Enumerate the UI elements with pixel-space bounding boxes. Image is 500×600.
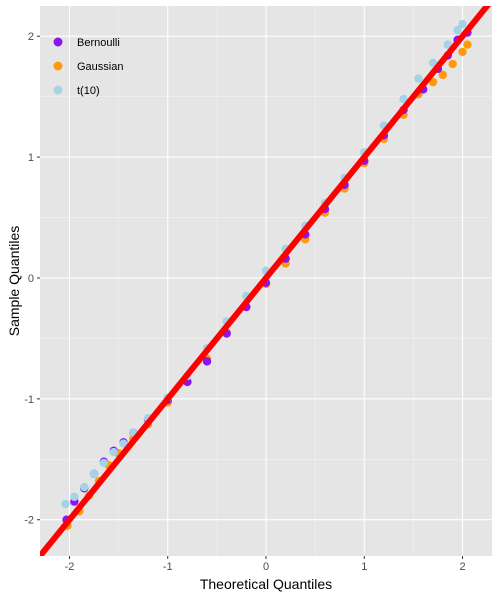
reference-line-layer [40, 6, 491, 556]
data-point [80, 482, 89, 492]
x-tick-label: -2 [65, 561, 75, 573]
data-point [463, 40, 472, 49]
legend-swatch [53, 37, 63, 47]
data-point [458, 19, 467, 29]
x-tick-label: 0 [263, 561, 269, 573]
data-point [414, 74, 423, 83]
reference-line [40, 6, 491, 556]
legend-item: Gaussian [53, 61, 123, 73]
data-point [453, 25, 462, 35]
data-point [428, 77, 438, 87]
y-tick-label: 1 [28, 152, 34, 164]
data-point [443, 40, 452, 49]
y-tick-label: -2 [24, 515, 34, 527]
data-point [99, 458, 109, 468]
data-point [61, 499, 70, 509]
legend-item: Bernoulli [53, 37, 120, 49]
data-point [438, 70, 448, 80]
legend-label: Gaussian [77, 61, 123, 73]
legend-label: t(10) [77, 85, 100, 97]
data-point [399, 94, 408, 104]
y-tick-label: 2 [28, 31, 34, 43]
legend-swatch [53, 85, 63, 95]
tick-labels: -2 -1 0 1 2 -2 -1 0 1 2 [24, 31, 465, 573]
data-point [89, 469, 99, 479]
x-tick-label: -1 [163, 561, 173, 573]
legend-swatch [53, 61, 63, 71]
axis-ticks [37, 35, 464, 559]
data-point [70, 492, 79, 501]
y-tick-label: 0 [28, 273, 34, 285]
legend-label: Bernoulli [77, 37, 120, 49]
legend-item: t(10) [53, 85, 100, 97]
x-axis-title: Theoretical Quantiles [200, 576, 332, 592]
y-axis-title: Sample Quantiles [6, 226, 22, 337]
data-point [119, 439, 128, 448]
data-point [202, 357, 212, 366]
x-tick-label: 1 [361, 561, 367, 573]
data-point [428, 58, 438, 68]
data-point [458, 47, 467, 57]
y-tick-label: -1 [24, 394, 34, 406]
legend: Bernoulli Gaussian t(10) [53, 37, 123, 97]
data-point [448, 59, 457, 69]
data-point [109, 447, 118, 457]
x-tick-label: 2 [459, 561, 465, 573]
